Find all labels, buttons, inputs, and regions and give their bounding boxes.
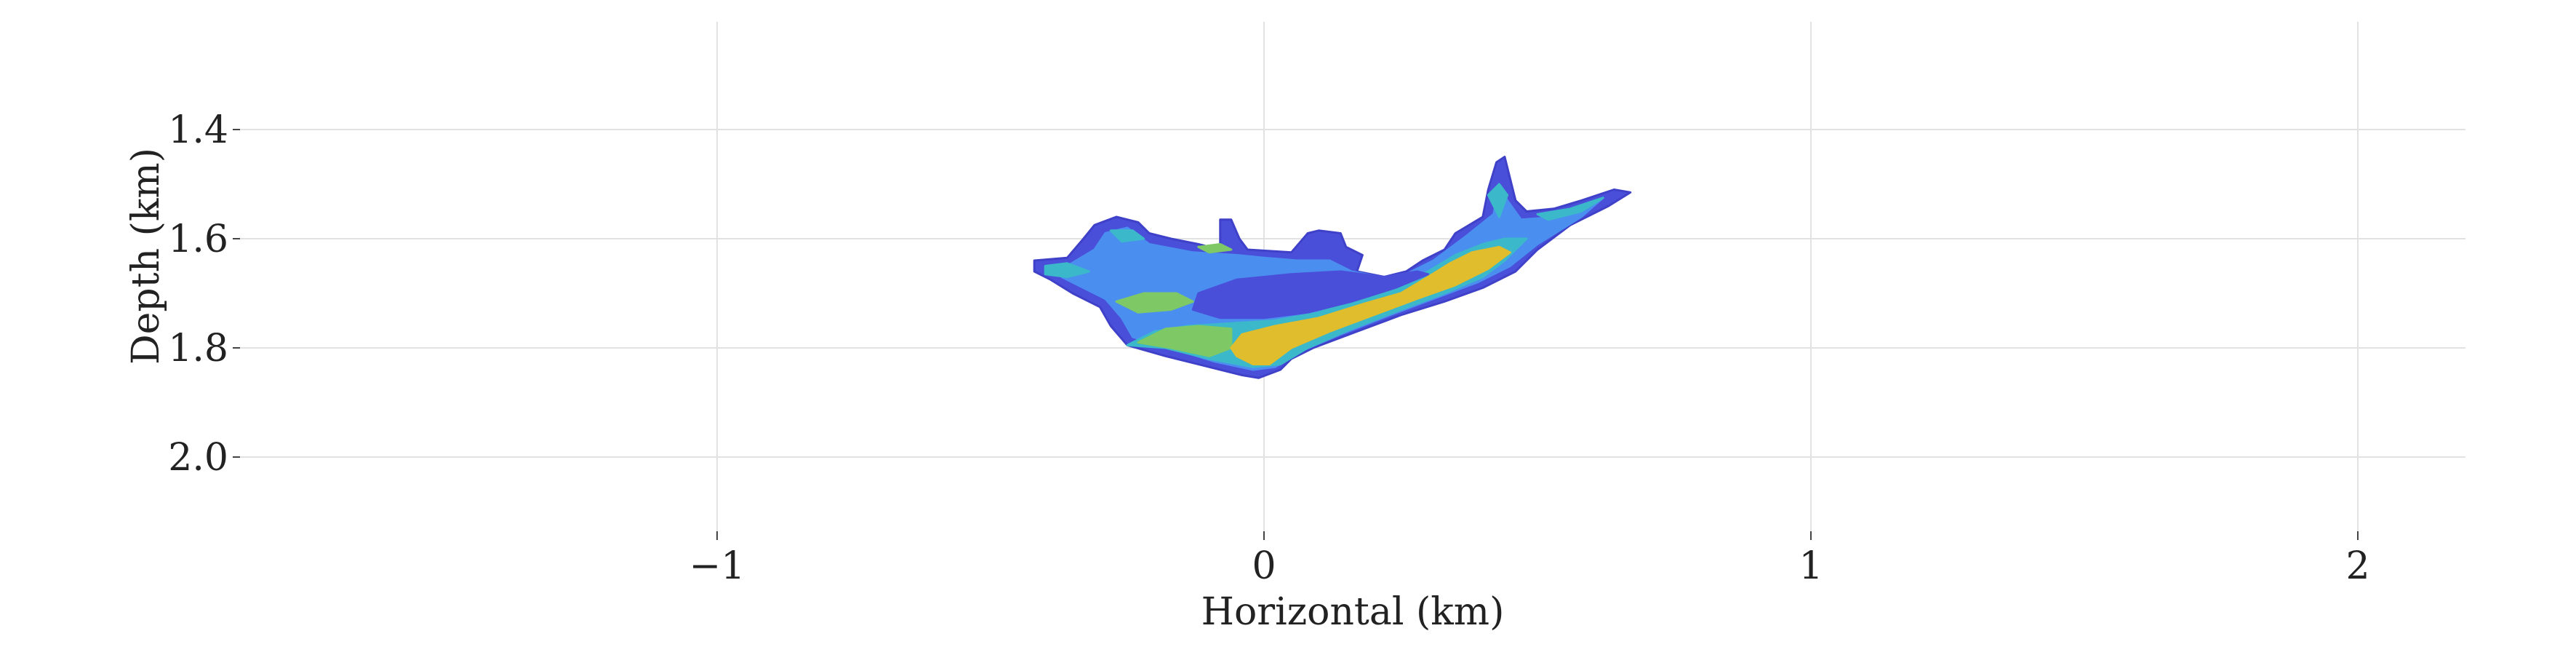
heatmap-regions [1033,156,1632,379]
heatmap-region-teal [1109,229,1145,243]
heatmap-region-yellow [1230,245,1511,365]
heatmap-region-teal [1487,183,1509,218]
x-tick-label: 1 [1799,544,1823,588]
x-tick-label: 2 [2345,544,2369,588]
x-tick-label: −1 [689,544,745,588]
axes: −1 0 1 2 1.4 1.6 1.8 2.0 [168,108,2369,588]
y-tick-label: 1.4 [168,108,228,152]
heatmap-region-green [1197,243,1233,254]
x-tick-label: 0 [1252,544,1276,588]
y-tick-label: 2.0 [168,436,228,480]
heatmap-region-green [1115,292,1194,314]
heatmap-region-teal [1044,262,1090,278]
x-axis-label: Horizontal (km) [1201,590,1505,634]
y-axis-label: Depth (km) [124,148,168,365]
heatmap-region-outer [1191,270,1430,319]
y-tick-label: 1.6 [168,218,228,261]
grid-lines [240,22,2465,531]
y-tick-label: 1.8 [168,327,228,370]
heatmap-region-teal [1536,196,1604,221]
heatmap-region-green [1137,325,1233,357]
